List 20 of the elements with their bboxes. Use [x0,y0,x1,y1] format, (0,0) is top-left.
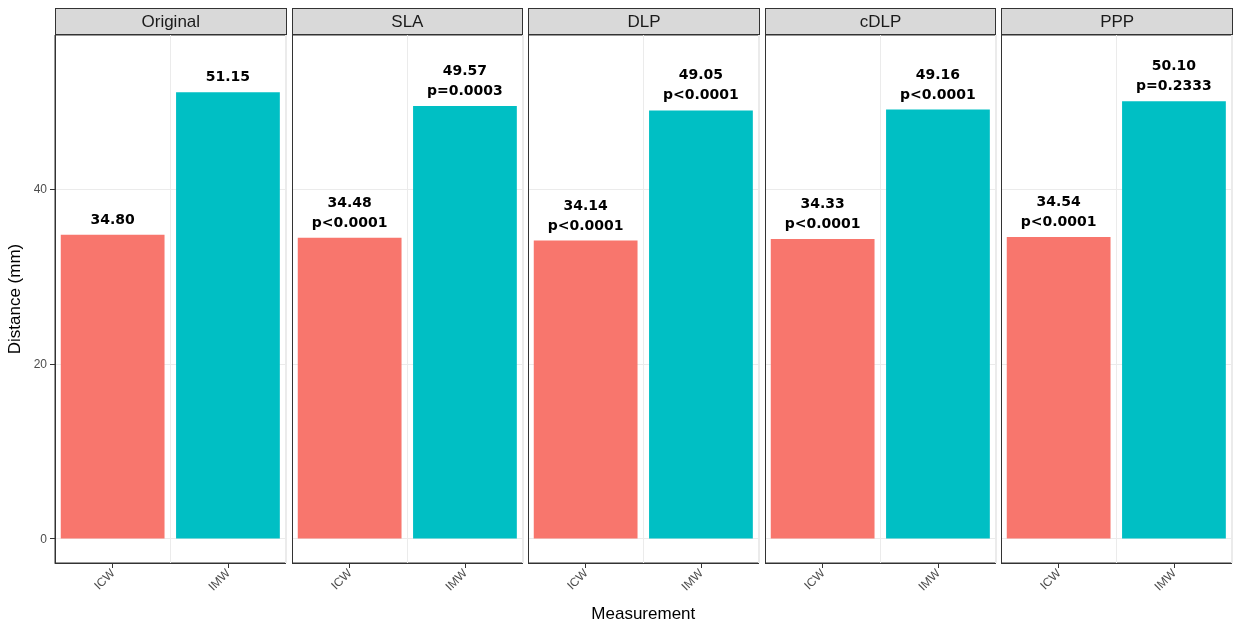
data-label: 34.14 p<0.0001 [547,196,624,233]
data-label: 34.33 p<0.0001 [784,194,861,231]
data-label: 34.80 [90,210,136,227]
y-tick-label: 0 [40,531,48,546]
chart-title: cDLP [764,8,997,35]
y-axis-title: Distance (mm) [4,243,24,355]
chart-title: Original [55,8,287,35]
data-label: 34.54 p<0.0001 [1021,193,1097,230]
chart-title: PPP [1001,8,1233,35]
data-label: 49.05 p<0.0001 [663,66,740,103]
data-label: 51.15 [205,68,251,85]
chart-title: DLP [528,8,760,35]
y-tick-label: 40 [33,182,48,197]
x-axis-title: Measurement [591,604,696,623]
y-tick-label: 20 [33,357,48,372]
data-label: 34.48 p<0.0001 [311,193,388,230]
data-label: 49.57 p=0.0003 [426,61,503,98]
data-label: 50.10 p=0.2333 [1136,57,1213,94]
chart-title: SLA [291,8,524,35]
data-label: 49.16 p<0.0001 [899,65,976,102]
